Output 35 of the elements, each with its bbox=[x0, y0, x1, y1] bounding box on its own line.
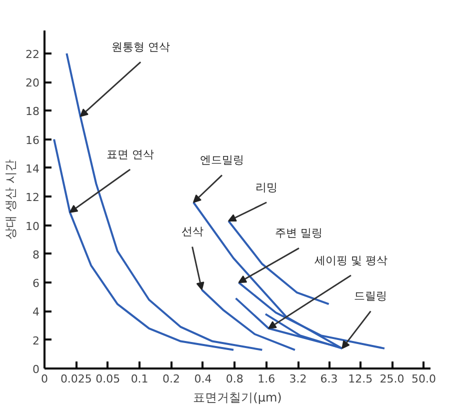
y-tick-label: 2 bbox=[32, 334, 40, 348]
annotation: 드릴링 bbox=[354, 290, 388, 303]
x-tick-label: 0.8 bbox=[226, 372, 244, 386]
x-axis-title: 표면거칠기(μm) bbox=[193, 390, 282, 404]
x-tick-label: 12.5 bbox=[348, 372, 373, 386]
x-tick-label: 0.025 bbox=[60, 372, 92, 386]
annotation: 리밍 bbox=[256, 180, 278, 194]
y-axis-title: 상대 생산 시간 bbox=[4, 160, 18, 240]
x-tick-label: 50.0 bbox=[411, 372, 436, 386]
x-tick-label: 3.2 bbox=[289, 372, 307, 386]
annotation: 원통형 연삭 bbox=[111, 40, 170, 54]
y-tick-label: 16 bbox=[26, 134, 40, 147]
y-tick-label: 4 bbox=[32, 306, 40, 319]
x-tick-label: 0.1 bbox=[130, 372, 148, 386]
y-tick-label: 10 bbox=[26, 220, 40, 233]
x-tick-label: 0.2 bbox=[162, 372, 180, 386]
x-tick-label: 0.05 bbox=[96, 372, 120, 386]
annotation: 표면 연삭 bbox=[106, 148, 154, 161]
x-tick-label: 6.3 bbox=[320, 372, 338, 386]
annotation: 엔드밀링 bbox=[200, 154, 244, 167]
y-tick-label: 12 bbox=[26, 191, 40, 204]
y-tick-label: 6 bbox=[32, 277, 40, 290]
y-tick-label: 18 bbox=[26, 105, 40, 118]
annotation: 선삭 bbox=[181, 225, 204, 238]
y-tick-label: 8 bbox=[32, 248, 40, 262]
x-tick-label: 0.4 bbox=[194, 372, 212, 386]
y-tick-label: 0 bbox=[32, 363, 40, 376]
annotation: 세이핑 및 평삭 bbox=[314, 254, 388, 267]
y-tick-label: 20 bbox=[26, 76, 40, 90]
y-tick-label: 22 bbox=[26, 48, 40, 61]
x-tick-label: 25.0 bbox=[380, 372, 404, 386]
x-tick-label: 1.6 bbox=[258, 372, 276, 386]
annotation: 주변 밀링 bbox=[275, 226, 323, 240]
y-tick-label: 14 bbox=[26, 162, 40, 176]
x-tick-label: 0 bbox=[41, 372, 48, 386]
